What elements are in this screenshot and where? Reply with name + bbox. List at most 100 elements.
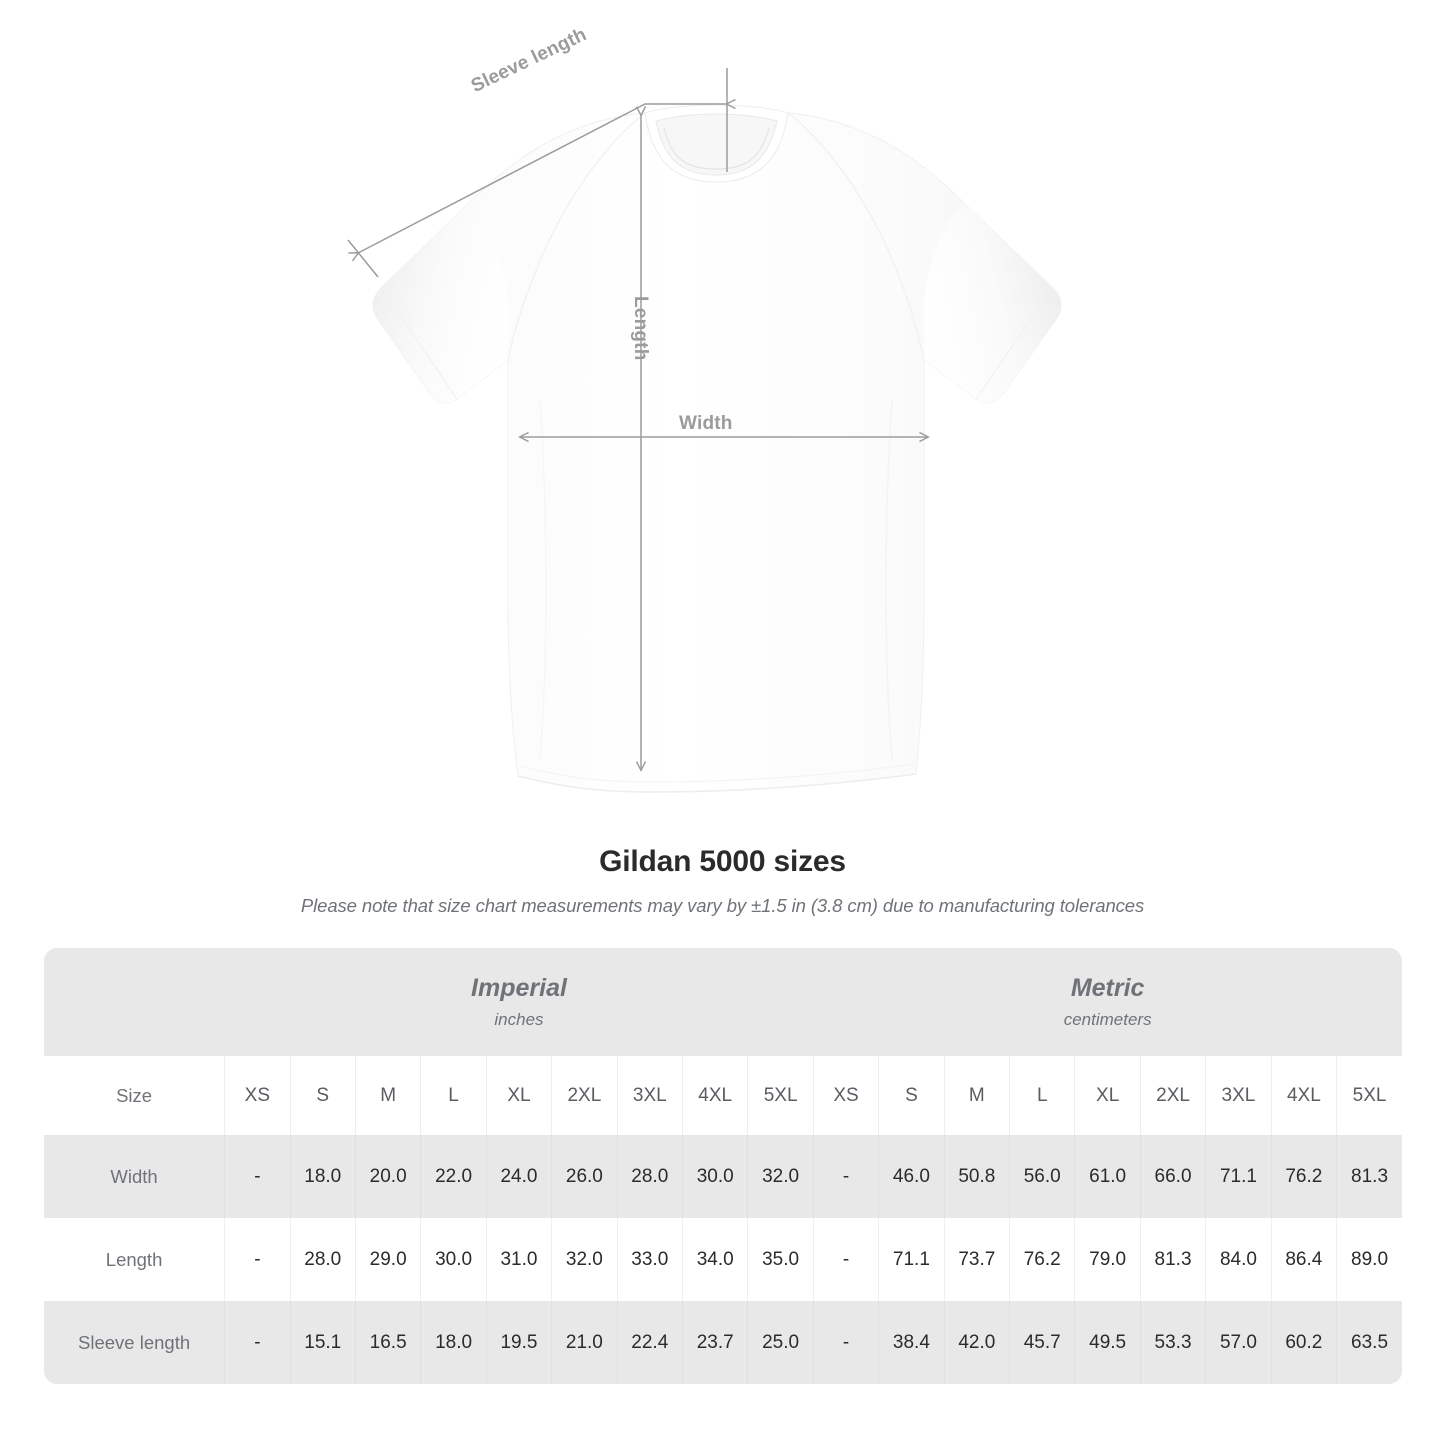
cell-sleeve-imperial-2xl: 21.0: [551, 1301, 618, 1384]
cell-width-metric-xs: -: [813, 1135, 880, 1218]
table-corner-cell: [44, 948, 225, 1056]
cell-sleeve-metric-3xl: 57.0: [1205, 1301, 1272, 1384]
cell-length-metric-5xl: 89.0: [1336, 1218, 1402, 1301]
cell-sleeve-imperial-xl: 19.5: [486, 1301, 553, 1384]
cell-width-imperial-4xl: 30.0: [682, 1135, 749, 1218]
size-header-imperial-m: M: [355, 1056, 422, 1135]
unit-group-imperial-sub: inches: [494, 1009, 544, 1029]
unit-group-metric-sub: centimeters: [1063, 1009, 1152, 1029]
table-row-width: Width - 18.0 20.0 22.0 24.0 26.0 28.0 30…: [44, 1135, 1402, 1218]
cell-width-metric-m: 50.8: [944, 1135, 1011, 1218]
cell-length-metric-s: 71.1: [878, 1218, 945, 1301]
size-header-metric-xs: XS: [813, 1056, 880, 1135]
size-header-metric-xl: XL: [1074, 1056, 1141, 1135]
page-title: Gildan 5000 sizes: [599, 845, 846, 878]
cell-width-imperial-xs: -: [224, 1135, 291, 1218]
size-header-imperial-xl: XL: [486, 1056, 553, 1135]
cell-length-imperial-m: 29.0: [355, 1218, 422, 1301]
cell-length-metric-xs: -: [813, 1218, 880, 1301]
size-header-metric-4xl: 4XL: [1271, 1056, 1338, 1135]
cell-length-imperial-s: 28.0: [290, 1218, 356, 1301]
cell-width-metric-5xl: 81.3: [1336, 1135, 1402, 1218]
cell-sleeve-imperial-3xl: 22.4: [617, 1301, 684, 1384]
size-header-row: Size XS S M L XL 2XL 3XL 4XL 5XL XS S M …: [44, 1056, 1402, 1135]
cell-sleeve-metric-4xl: 60.2: [1271, 1301, 1338, 1384]
cell-sleeve-metric-l: 45.7: [1009, 1301, 1076, 1384]
tolerance-note: Please note that size chart measurements…: [300, 895, 1145, 916]
cell-sleeve-imperial-xs: -: [224, 1301, 291, 1384]
size-table-container: Imperial inches Metric centimeters Size …: [44, 948, 1402, 1384]
size-header-metric-s: S: [878, 1056, 945, 1135]
row-label-length: Length: [44, 1218, 226, 1301]
cell-length-metric-3xl: 84.0: [1205, 1218, 1272, 1301]
size-table: Imperial inches Metric centimeters Size …: [44, 948, 1402, 1384]
size-header-metric-5xl: 5XL: [1336, 1056, 1402, 1135]
cell-sleeve-imperial-l: 18.0: [420, 1301, 487, 1384]
row-label-width: Width: [44, 1135, 226, 1218]
cell-width-imperial-3xl: 28.0: [617, 1135, 684, 1218]
cell-sleeve-metric-m: 42.0: [944, 1301, 1011, 1384]
cell-length-imperial-2xl: 32.0: [551, 1218, 618, 1301]
cell-sleeve-metric-2xl: 53.3: [1140, 1301, 1207, 1384]
table-row-length: Length - 28.0 29.0 30.0 31.0 32.0 33.0 3…: [44, 1218, 1402, 1301]
cell-width-metric-s: 46.0: [878, 1135, 945, 1218]
size-header-metric-3xl: 3XL: [1205, 1056, 1272, 1135]
size-header-metric-2xl: 2XL: [1140, 1056, 1207, 1135]
tshirt-diagram: Sleeve length Length Width: [347, 24, 1062, 793]
tshirt-body-shape: [372, 104, 1062, 793]
cell-width-imperial-xl: 24.0: [486, 1135, 553, 1218]
cell-length-metric-2xl: 81.3: [1140, 1218, 1207, 1301]
cell-width-metric-l: 56.0: [1009, 1135, 1076, 1218]
size-header-imperial-xs: XS: [224, 1056, 291, 1135]
cell-width-metric-3xl: 71.1: [1205, 1135, 1272, 1218]
tshirt-illustration: [347, 68, 1062, 793]
cell-width-imperial-s: 18.0: [290, 1135, 356, 1218]
row-label-sleeve-length: Sleeve length: [44, 1301, 226, 1384]
size-header-imperial-4xl: 4XL: [682, 1056, 749, 1135]
cell-sleeve-imperial-4xl: 23.7: [682, 1301, 749, 1384]
dimension-lines: [347, 68, 928, 770]
cell-width-imperial-2xl: 26.0: [551, 1135, 618, 1218]
cell-sleeve-metric-xl: 49.5: [1074, 1301, 1141, 1384]
size-header-imperial-2xl: 2XL: [551, 1056, 618, 1135]
cell-width-imperial-l: 22.0: [420, 1135, 487, 1218]
unit-group-imperial: Imperial inches: [224, 948, 814, 1056]
title-block: Gildan 5000 sizes Please note that size …: [0, 845, 1445, 917]
cell-length-imperial-l: 30.0: [420, 1218, 487, 1301]
cell-length-imperial-5xl: 35.0: [747, 1218, 814, 1301]
cell-width-metric-4xl: 76.2: [1271, 1135, 1338, 1218]
size-header-metric-m: M: [944, 1056, 1011, 1135]
cell-sleeve-imperial-s: 15.1: [290, 1301, 356, 1384]
cell-length-metric-l: 76.2: [1009, 1218, 1076, 1301]
size-header-imperial-s: S: [290, 1056, 356, 1135]
unit-group-imperial-name: Imperial: [471, 974, 567, 1003]
size-header-label: Size: [44, 1056, 226, 1135]
size-header-metric-l: L: [1009, 1056, 1076, 1135]
cell-length-metric-4xl: 86.4: [1271, 1218, 1338, 1301]
cell-sleeve-imperial-m: 16.5: [355, 1301, 422, 1384]
cell-sleeve-metric-5xl: 63.5: [1336, 1301, 1402, 1384]
cell-width-metric-xl: 61.0: [1074, 1135, 1141, 1218]
cell-length-metric-xl: 79.0: [1074, 1218, 1141, 1301]
cell-length-imperial-3xl: 33.0: [617, 1218, 684, 1301]
cell-sleeve-metric-xs: -: [813, 1301, 880, 1384]
sleeve-dimension-arrow: [358, 104, 727, 253]
cell-sleeve-metric-s: 38.4: [878, 1301, 945, 1384]
cell-length-imperial-xs: -: [224, 1218, 291, 1301]
unit-group-row: Imperial inches Metric centimeters: [44, 948, 1402, 1056]
cell-length-metric-m: 73.7: [944, 1218, 1011, 1301]
unit-group-metric: Metric centimeters: [813, 948, 1402, 1056]
cell-length-imperial-4xl: 34.0: [682, 1218, 749, 1301]
cell-sleeve-imperial-5xl: 25.0: [747, 1301, 814, 1384]
size-header-imperial-5xl: 5XL: [747, 1056, 814, 1135]
cell-width-imperial-5xl: 32.0: [747, 1135, 814, 1218]
sleeve-end-tick: [347, 239, 379, 278]
table-row-sleeve-length: Sleeve length - 15.1 16.5 18.0 19.5 21.0…: [44, 1301, 1402, 1384]
cell-length-imperial-xl: 31.0: [486, 1218, 553, 1301]
unit-group-metric-name: Metric: [1070, 974, 1145, 1003]
size-header-imperial-3xl: 3XL: [617, 1056, 684, 1135]
cell-width-imperial-m: 20.0: [355, 1135, 422, 1218]
size-header-imperial-l: L: [420, 1056, 487, 1135]
cell-width-metric-2xl: 66.0: [1140, 1135, 1207, 1218]
